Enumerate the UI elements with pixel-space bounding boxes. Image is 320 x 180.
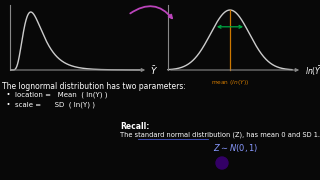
Text: $\bar{Y}$: $\bar{Y}$ [150, 65, 158, 77]
Text: $ln(\bar{Y})$: $ln(\bar{Y})$ [305, 64, 320, 78]
Text: •  scale =      SD  ( ln(Y) ): • scale = SD ( ln(Y) ) [2, 101, 95, 107]
Text: The lognormal distribution has two parameters:: The lognormal distribution has two param… [2, 82, 186, 91]
Text: mean $(ln(Y))$: mean $(ln(Y))$ [211, 78, 249, 87]
Text: $Z \sim N(0,1)$: $Z \sim N(0,1)$ [213, 142, 258, 154]
Circle shape [216, 157, 228, 169]
Text: •  location =   Mean  ( ln(Y) ): • location = Mean ( ln(Y) ) [2, 92, 108, 98]
Text: The standard normal distribution (Z), has mean 0 and SD 1.: The standard normal distribution (Z), ha… [120, 131, 320, 138]
Text: Recall:: Recall: [120, 122, 149, 131]
